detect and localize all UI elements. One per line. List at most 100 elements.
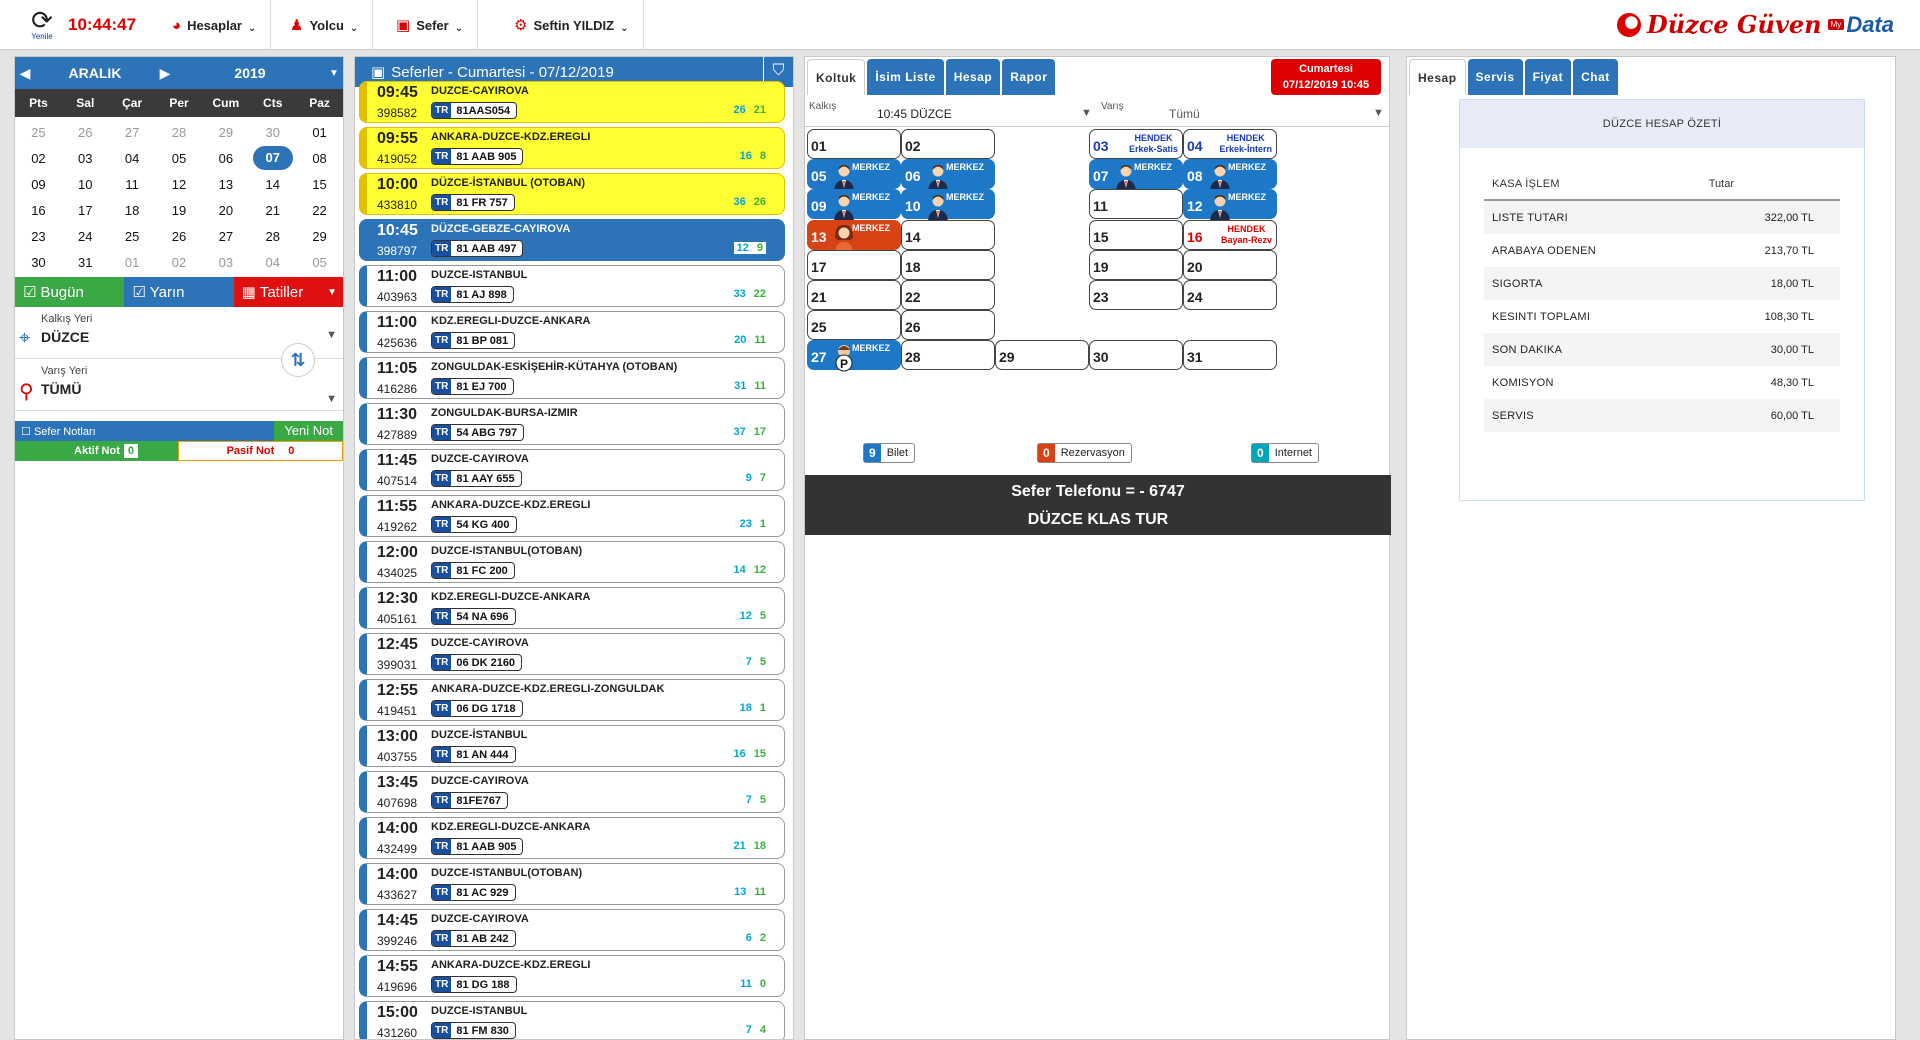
origin-select[interactable]: ⌖ Kalkış Yeri DÜZCE ▼ bbox=[15, 307, 343, 359]
seat-13[interactable]: 13 MERKEZ bbox=[807, 219, 901, 252]
refresh-button[interactable]: ⟳ Yenile bbox=[22, 7, 62, 41]
filter-icon[interactable]: ⛉ bbox=[763, 57, 793, 87]
trip-row[interactable]: 13:00 403755 DUZCE-İSTANBUL TR 81 AN 444 16 15 bbox=[359, 725, 785, 767]
calendar-day[interactable]: 21 bbox=[265, 202, 280, 218]
calendar-day[interactable]: 13 bbox=[218, 176, 234, 192]
calendar-day[interactable]: 20 bbox=[218, 202, 234, 218]
calendar-day[interactable]: 31 bbox=[78, 254, 93, 270]
calendar-day[interactable]: 16 bbox=[31, 202, 46, 218]
calendar-day[interactable]: 08 bbox=[312, 150, 327, 166]
tab-hesap[interactable]: Hesap bbox=[945, 59, 1001, 95]
seat-06[interactable]: 06 MERKEZ bbox=[901, 159, 995, 192]
seat-31[interactable]: 31 bbox=[1183, 340, 1277, 371]
menu-trip[interactable]: ▣ Sefer ⌄ bbox=[382, 0, 479, 50]
calendar-day[interactable]: 12 bbox=[171, 176, 187, 192]
passive-notes-tab[interactable]: Pasif Not 0 bbox=[178, 441, 343, 461]
year-dropdown-icon[interactable]: ▼ bbox=[329, 67, 339, 79]
trip-row[interactable]: 11:00 403963 DUZCE-ISTANBUL TR 81 AJ 898 33 22 bbox=[359, 265, 785, 307]
calendar-day[interactable]: 23 bbox=[31, 228, 46, 244]
menu-accounts[interactable]: ◕ Hesaplar ⌄ bbox=[158, 0, 272, 50]
seat-10[interactable]: 10 MERKEZ bbox=[901, 189, 995, 222]
calendar-day[interactable]: 29 bbox=[218, 124, 234, 140]
calendar-day[interactable]: 11 bbox=[125, 176, 139, 192]
calendar-day[interactable]: 30 bbox=[31, 254, 46, 270]
trip-row[interactable]: 12:00 434025 DUZCE-ISTANBUL(OTOBAN) TR 81 FC… bbox=[359, 541, 785, 583]
calendar-day[interactable]: 15 bbox=[312, 176, 327, 192]
calendar-day[interactable]: 29 bbox=[312, 228, 327, 244]
seat-03[interactable]: 03 HENDEK Erkek-Satis bbox=[1089, 129, 1183, 159]
menu-passenger[interactable]: ♟ Yolcu ⌄ bbox=[276, 0, 374, 50]
calendar-day[interactable]: 03 bbox=[78, 150, 93, 166]
seat-23[interactable]: 23 bbox=[1089, 280, 1183, 310]
seat-28[interactable]: 28 bbox=[901, 340, 995, 371]
trip-row[interactable]: 14:00 432499 KDZ.EREGLI-DUZCE-ANKARA TR 81 A… bbox=[359, 817, 785, 859]
seat-17[interactable]: 17 bbox=[807, 249, 901, 280]
trip-row[interactable]: 13:45 407698 DUZCE-CAYIROVA TR 81FE767 7 5 bbox=[359, 771, 785, 813]
tab-fiyat[interactable]: Fiyat bbox=[1524, 59, 1572, 95]
trip-row[interactable]: 11:00 425636 KDZ.EREGLI-DUZCE-ANKARA TR 81 B… bbox=[359, 311, 785, 353]
seat-07[interactable]: 07 MERKEZ bbox=[1089, 159, 1183, 192]
from-select[interactable]: 10:45 DÜZCE bbox=[877, 107, 952, 121]
calendar-day[interactable]: 24 bbox=[78, 228, 93, 244]
trip-row[interactable]: 09:55 419052 ANKARA-DUZCE-KDZ.EREGLI TR 81 A… bbox=[359, 127, 785, 169]
new-note-button[interactable]: Yeni Not bbox=[274, 421, 343, 441]
seat-16[interactable]: 16 HENDEK Bayan-Rezv bbox=[1183, 219, 1277, 250]
calendar-day[interactable]: 18 bbox=[124, 202, 140, 218]
calendar-day[interactable]: 05 bbox=[171, 150, 187, 166]
trip-row[interactable]: 10:45 398797 DÜZCE-GEBZE-CAYIROVA TR 81 AAB … bbox=[359, 219, 785, 261]
trip-row[interactable]: 11:05 416286 ZONGULDAK-ESKİŞEHİR-KÜTAHYA (… bbox=[359, 357, 785, 399]
calendar-day[interactable]: 28 bbox=[265, 228, 280, 244]
trip-row[interactable]: 12:30 405161 KDZ.EREGLI-DUZCE-ANKARA TR 54 N… bbox=[359, 587, 785, 629]
seat-08[interactable]: 08 MERKEZ bbox=[1183, 159, 1277, 192]
calendar-day[interactable]: 25 bbox=[124, 228, 140, 244]
trip-row[interactable]: 15:00 431260 DUZCE-ISTANBUL TR 81 FM 830 7 4 bbox=[359, 1001, 785, 1039]
seat-04[interactable]: 04 HENDEK Erkek-İntern bbox=[1183, 129, 1277, 159]
seat-24[interactable]: 24 bbox=[1183, 280, 1277, 310]
seat-02[interactable]: 02 bbox=[901, 129, 995, 159]
calendar-day[interactable]: 26 bbox=[78, 124, 93, 140]
seat-11[interactable]: 11 bbox=[1089, 189, 1183, 220]
tab-chat[interactable]: Chat bbox=[1573, 59, 1618, 95]
tab-servis[interactable]: Servis bbox=[1467, 59, 1523, 95]
tab-rapor[interactable]: Rapor bbox=[1002, 59, 1056, 95]
calendar-day[interactable]: 04 bbox=[124, 150, 140, 166]
tab-koltuk[interactable]: Koltuk bbox=[807, 59, 866, 95]
calendar-day[interactable]: 27 bbox=[124, 124, 140, 140]
next-month-icon[interactable]: ▶ bbox=[159, 64, 171, 81]
trip-row[interactable]: 10:00 433810 DÜZCE-İSTANBUL (OTOBAN) TR 81 F… bbox=[359, 173, 785, 215]
trip-row[interactable]: 12:45 399031 DUZCE-CAYIROVA TR 06 DK 2160 7 5 bbox=[359, 633, 785, 675]
tab-hesap[interactable]: Hesap bbox=[1409, 59, 1466, 95]
trip-row[interactable]: 12:55 419451 ANKARA-DUZCE-KDZ.EREGLI-ZONGU… bbox=[359, 679, 785, 721]
calendar-day[interactable]: 28 bbox=[171, 124, 187, 140]
trip-row[interactable]: 14:45 399246 DUZCE-CAYIROVA TR 81 AB 242 6 2 bbox=[359, 909, 785, 951]
calendar-day[interactable]: 05 bbox=[312, 254, 327, 270]
seat-01[interactable]: 01 bbox=[807, 129, 901, 159]
tab-i̇sim-liste[interactable]: İsim Liste bbox=[867, 59, 944, 95]
calendar-day[interactable]: 14 bbox=[265, 176, 280, 192]
seat-22[interactable]: 22 bbox=[901, 280, 995, 310]
holidays-button[interactable]: ▦ Tatiller ▼ bbox=[233, 277, 343, 307]
seat-27[interactable]: 27 P MERKEZ bbox=[807, 340, 901, 372]
seat-20[interactable]: 20 bbox=[1183, 249, 1277, 280]
calendar-day[interactable]: 30 bbox=[265, 124, 280, 140]
calendar-day[interactable]: 01 bbox=[312, 124, 327, 140]
destination-select[interactable]: ⚲ Varış Yeri TÜMÜ ▼ bbox=[15, 359, 343, 411]
seat-25[interactable]: 25 bbox=[807, 310, 901, 341]
calendar-day[interactable]: 07 bbox=[252, 146, 293, 170]
calendar-day[interactable]: 06 bbox=[218, 150, 234, 166]
trip-row[interactable]: 14:55 419696 ANKARA-DUZCE-KDZ.EREGLI TR 81 D… bbox=[359, 955, 785, 997]
calendar-day[interactable]: 03 bbox=[218, 254, 234, 270]
calendar-day[interactable]: 25 bbox=[31, 124, 46, 140]
calendar-day[interactable]: 19 bbox=[171, 202, 187, 218]
seat-05[interactable]: 05 MERKEZ bbox=[807, 159, 901, 192]
swap-locations-button[interactable]: ⇅ bbox=[281, 343, 315, 377]
active-notes-tab[interactable]: Aktif Not 0 bbox=[15, 441, 178, 461]
trip-row[interactable]: 09:45 398582 DUZCE-CAYIROVA TR 81AAS054 26 21 bbox=[359, 81, 785, 123]
calendar-day[interactable]: 09 bbox=[31, 176, 46, 192]
calendar-day[interactable]: 02 bbox=[171, 254, 187, 270]
trip-row[interactable]: 11:45 407514 DUZCE-CAYIROVA TR 81 AAY 655 9 7 bbox=[359, 449, 785, 491]
seat-26[interactable]: 26 bbox=[901, 310, 995, 341]
calendar-day[interactable]: 27 bbox=[218, 228, 234, 244]
prev-month-icon[interactable]: ◀ bbox=[19, 64, 31, 81]
calendar-day[interactable]: 02 bbox=[31, 150, 46, 166]
